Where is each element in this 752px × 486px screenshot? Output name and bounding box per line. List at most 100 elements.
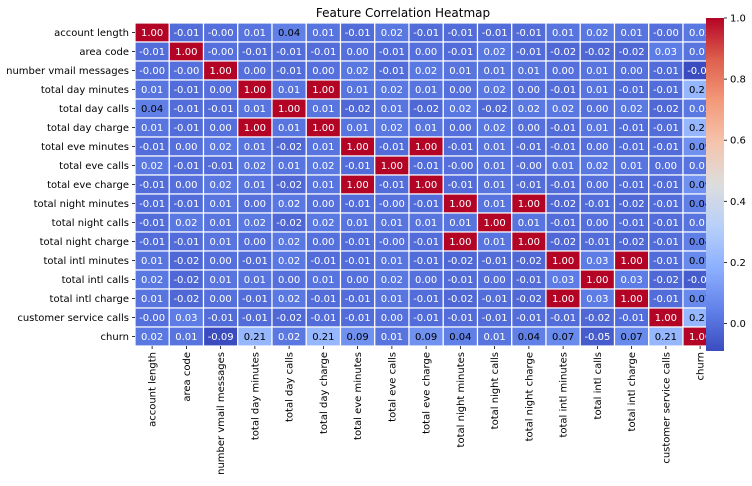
cell-value-label: 0.01 [586, 85, 608, 96]
cell-value-label: -0.01 [310, 313, 336, 324]
cell-value-label: 0.00 [483, 275, 505, 286]
cell-value-label: -0.01 [345, 28, 371, 39]
chart-title: Feature Correlation Heatmap [316, 6, 490, 20]
cell-value-label: -0.01 [242, 294, 268, 305]
cell-value-label: 0.01 [381, 256, 403, 267]
cell-value-label: 0.02 [381, 275, 403, 286]
cell-value-label: -0.01 [242, 47, 268, 58]
cell-value-label: 0.01 [141, 85, 163, 96]
cell-value-label: -0.01 [413, 28, 439, 39]
cell-value-label: -0.01 [139, 199, 165, 210]
cell-value-label: -0.01 [653, 85, 679, 96]
cell-value-label: -0.05 [584, 332, 610, 343]
cell-value-label: 1.00 [552, 256, 574, 267]
cell-value-label: 0.07 [689, 294, 711, 305]
cell-value-label: 0.00 [244, 237, 266, 248]
cell-value-label: -0.01 [413, 294, 439, 305]
cell-value-label: 0.01 [209, 199, 231, 210]
cell-value-label: -0.02 [345, 104, 371, 115]
y-tick-label: total day calls [59, 104, 129, 115]
cell-value-label: -0.01 [345, 199, 371, 210]
cell-value-label: 0.09 [689, 142, 711, 153]
cell-value-label: -0.01 [208, 313, 234, 324]
cell-value-label: -0.02 [516, 294, 542, 305]
cell-value-label: -0.01 [447, 275, 473, 286]
cell-value-label: 0.00 [175, 142, 197, 153]
x-tick-label: total night minutes [456, 352, 467, 447]
cell-value-label: -0.01 [173, 161, 199, 172]
cell-value-label: 0.01 [381, 104, 403, 115]
cell-value-label: 0.21 [312, 332, 334, 343]
x-tick-label: customer service calls [661, 352, 672, 464]
cell-value-label: -0.01 [345, 237, 371, 248]
cell-value-label: -0.01 [139, 237, 165, 248]
cell-value-label: -0.01 [550, 85, 576, 96]
x-tick-label: total intl minutes [559, 352, 570, 438]
cell-value-label: 1.00 [552, 294, 574, 305]
y-tick-label: customer service calls [17, 313, 129, 324]
cell-value-label: -0.01 [550, 313, 576, 324]
cell-value-label: -0.01 [516, 142, 542, 153]
cell-value-label: -0.02 [276, 218, 302, 229]
colorbar-tick-label: 0.8 [730, 75, 746, 86]
cell-value-label: -0.00 [208, 28, 234, 39]
cell-value-label: -0.01 [345, 294, 371, 305]
cell-value-label: 0.03 [620, 275, 642, 286]
cell-value-label: 0.00 [312, 199, 334, 210]
cell-value-label: 0.00 [586, 180, 608, 191]
x-tick-label: total day charge [319, 352, 330, 434]
cell-value-label: 1.00 [689, 332, 711, 343]
cell-value-label: -0.01 [619, 123, 645, 134]
cell-value-label: 0.01 [449, 66, 471, 77]
cell-value-label: -0.05 [687, 275, 713, 286]
colorbar-tick-label: 0.2 [730, 258, 746, 269]
y-tick-label: total eve calls [59, 161, 129, 172]
cell-value-label: 1.00 [312, 123, 334, 134]
cell-value-label: -0.02 [584, 47, 610, 58]
cell-value-label: 0.02 [483, 85, 505, 96]
cell-value-label: -0.00 [516, 161, 542, 172]
cell-value-label: -0.01 [447, 313, 473, 324]
colorbar-ticks: 1.0 0.8 0.6 0.4 0.2 0.0 [724, 14, 746, 330]
cell-value-label: 0.09 [346, 332, 368, 343]
cell-value-label: 0.00 [415, 275, 437, 286]
cell-value-label: -0.01 [653, 180, 679, 191]
cell-value-label: 0.00 [244, 66, 266, 77]
cell-value-label: -0.02 [482, 104, 508, 115]
cell-value-label: 0.02 [346, 66, 368, 77]
cell-value-label: -0.01 [413, 161, 439, 172]
cell-value-label: 0.07 [620, 332, 642, 343]
cell-value-label: 0.01 [381, 218, 403, 229]
cell-value-label: 0.00 [552, 66, 574, 77]
cell-value-label: 0.01 [346, 123, 368, 134]
cell-value-label: 0.00 [312, 66, 334, 77]
cell-value-label: -0.00 [139, 313, 165, 324]
cell-value-label: -0.01 [276, 47, 302, 58]
cell-value-label: 0.02 [141, 161, 163, 172]
x-tick-labels: account length area code number vmail mess… [148, 346, 707, 475]
cell-value-label: 0.09 [415, 332, 437, 343]
colorbar: 1.0 0.8 0.6 0.4 0.2 0.0 [706, 14, 746, 351]
cell-value-label: -0.00 [653, 28, 679, 39]
cell-value-label: 0.01 [209, 218, 231, 229]
cell-value-label: 0.01 [175, 332, 197, 343]
cell-value-label: 0.01 [278, 161, 300, 172]
x-tick-label: total day minutes [250, 352, 261, 440]
cell-value-label: -0.01 [242, 256, 268, 267]
y-tick-label: total night minutes [34, 199, 129, 210]
cell-value-label: -0.01 [653, 218, 679, 229]
cell-value-label: 0.00 [209, 85, 231, 96]
cell-value-label: -0.02 [653, 104, 679, 115]
cell-value-label: -0.02 [516, 256, 542, 267]
cell-value-label: -0.01 [139, 218, 165, 229]
cell-value-label: 0.02 [552, 104, 574, 115]
cell-value-label: 0.02 [244, 161, 266, 172]
cell-value-label: 0.02 [586, 28, 608, 39]
cell-value-label: -0.02 [619, 47, 645, 58]
cell-value-label: 0.00 [278, 275, 300, 286]
cell-value-label: -0.01 [447, 47, 473, 58]
cell-value-label: -0.01 [653, 123, 679, 134]
colorbar-tick-label: 1.0 [730, 14, 746, 25]
cell-value-label: 0.01 [518, 218, 540, 229]
